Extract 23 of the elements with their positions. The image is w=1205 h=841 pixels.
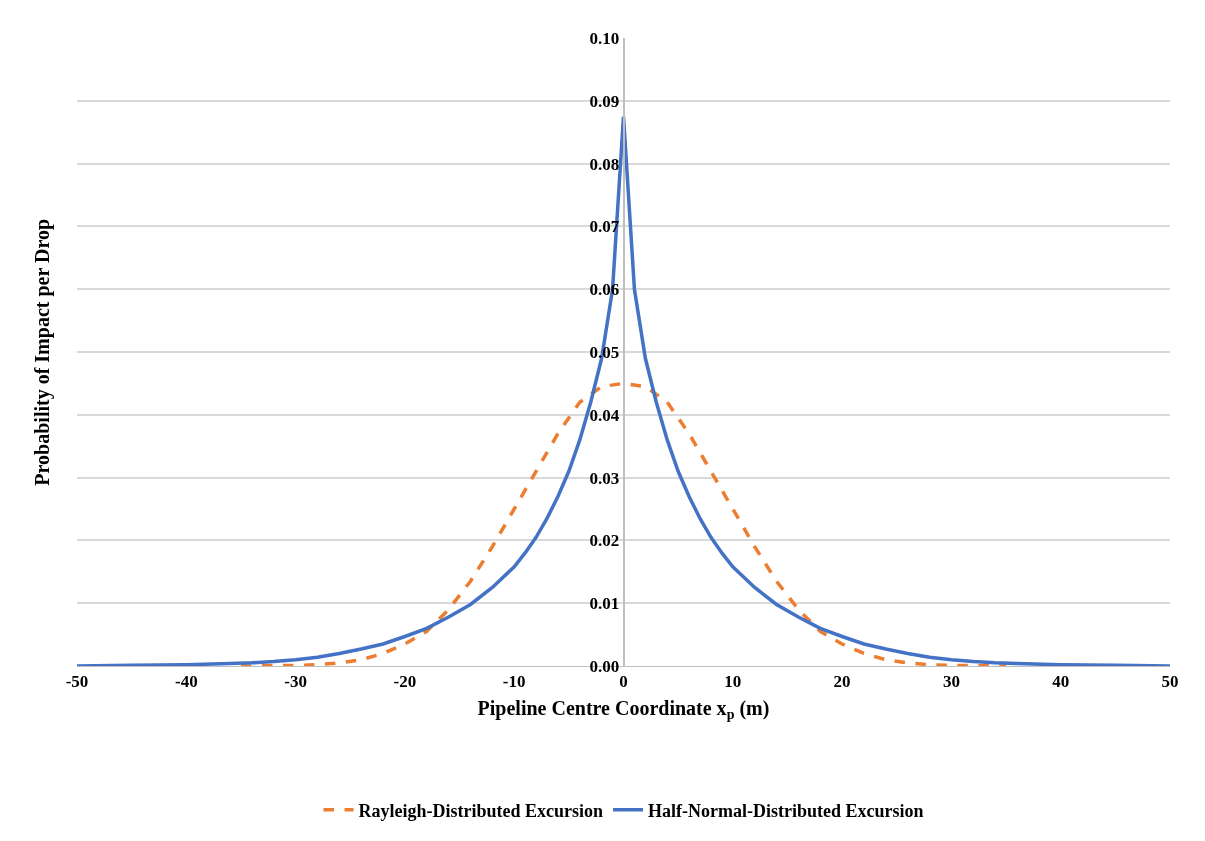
x-tick-label: 50 xyxy=(1161,672,1179,692)
y-tick-label: 0.10 xyxy=(589,28,620,48)
x-tick-label: 0 xyxy=(619,672,628,692)
x-tick-label: -30 xyxy=(284,672,307,692)
y-tick-label: 0.02 xyxy=(589,531,620,551)
x-tick-label: -40 xyxy=(174,672,198,692)
x-tick-label: 30 xyxy=(942,672,960,692)
x-tick-label: 40 xyxy=(1052,672,1070,692)
y-tick-label: 0.03 xyxy=(589,468,620,488)
y-axis-title: Probability of Impact per Drop xyxy=(30,218,54,486)
legend-label: Half-Normal-Distributed Excursion xyxy=(648,800,924,821)
y-tick-label: 0.08 xyxy=(589,154,620,174)
x-axis-title: Pipeline Centre Coordinate x$_{p}$ (m) xyxy=(477,696,770,723)
y-tick-label: 0.04 xyxy=(589,405,620,425)
x-tick-label: -10 xyxy=(502,672,526,692)
x-tick-label: -50 xyxy=(65,672,89,692)
x-tick-label: 20 xyxy=(833,672,851,692)
y-tick-label: 0.09 xyxy=(589,91,620,111)
x-tick-label: -20 xyxy=(393,672,417,692)
y-tick-label: 0.01 xyxy=(589,594,620,614)
y-tick-label: 0.00 xyxy=(589,656,620,676)
legend-label: Rayleigh-Distributed Excursion xyxy=(358,800,604,821)
x-tick-label: 10 xyxy=(724,672,742,692)
